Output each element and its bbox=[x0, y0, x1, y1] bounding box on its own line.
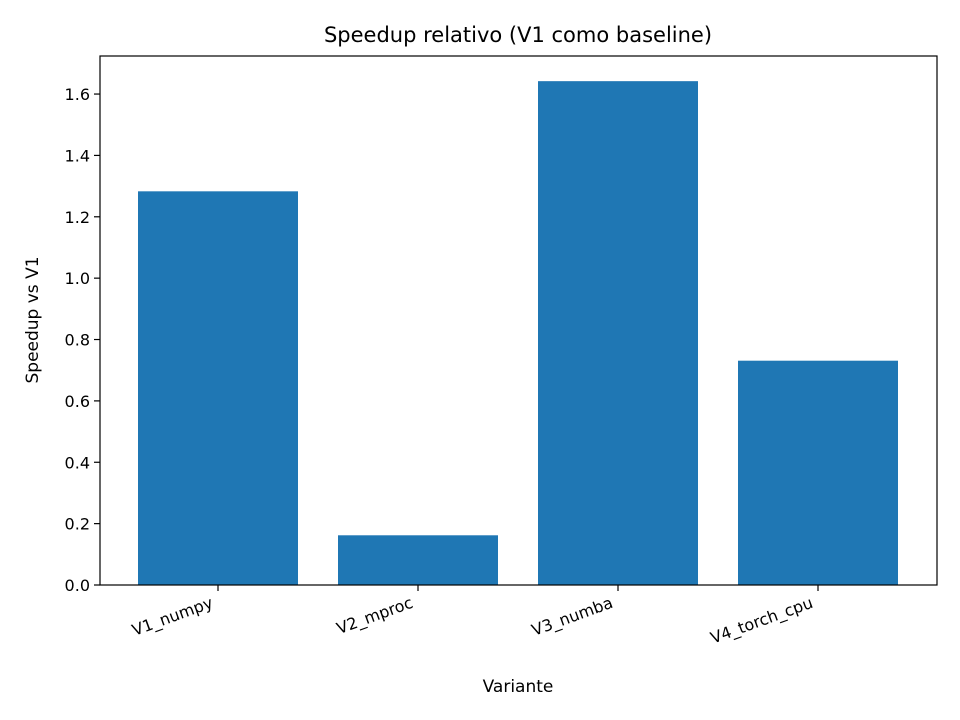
bar-V4_torch_cpu bbox=[738, 360, 898, 585]
y-tick-label: 1.2 bbox=[65, 208, 90, 227]
plot-frame bbox=[99, 55, 938, 586]
y-tick-label: 0.6 bbox=[65, 392, 90, 411]
y-tick-label: 1.6 bbox=[65, 85, 90, 104]
bar-V2_mproc bbox=[338, 535, 498, 585]
bars-group bbox=[138, 81, 898, 585]
y-tick-label: 1.0 bbox=[65, 269, 90, 288]
y-axis-label: Speedup vs V1 bbox=[23, 256, 43, 383]
bar-V3_numba bbox=[538, 81, 698, 585]
y-tick-label: 1.4 bbox=[65, 146, 90, 165]
x-axis-label: Variante bbox=[483, 677, 554, 697]
bar-V1_numpy bbox=[138, 191, 298, 585]
y-tick-label: 0.2 bbox=[65, 515, 90, 534]
y-tick-label: 0.8 bbox=[65, 331, 90, 350]
chart-title: Speedup relativo (V1 como baseline) bbox=[324, 23, 712, 47]
y-axis: 0.0 0.2 0.4 0.6 0.8 1.0 1.2 1.4 1.6 bbox=[65, 85, 100, 595]
y-tick-label: 0.0 bbox=[65, 576, 90, 595]
y-tick-label: 0.4 bbox=[65, 453, 90, 472]
